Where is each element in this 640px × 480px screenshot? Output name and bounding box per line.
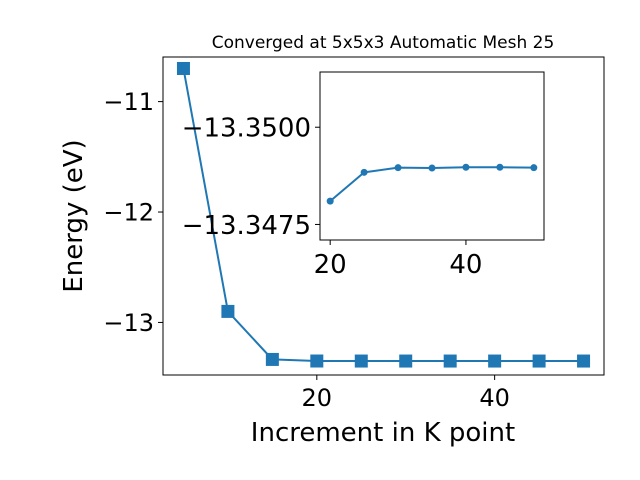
main-plot-frame [162, 56, 605, 376]
main-data-point [488, 354, 502, 368]
inset-data-point [462, 163, 470, 171]
inset-y-tick-label: −13.3475 [182, 211, 311, 241]
main-chart-title: Converged at 5x5x3 Automatic Mesh 25 [212, 33, 555, 53]
main-x-tick-label: 40 [479, 384, 510, 412]
inset-plot-frame [319, 71, 545, 241]
inset-data-point [496, 163, 504, 171]
inset-data-point [428, 164, 436, 172]
main-x-axis-label: Increment in K point [251, 418, 515, 448]
main-series-line [182, 68, 584, 363]
inset-data-point [530, 164, 538, 172]
inset-x-tick-label: 40 [449, 250, 482, 280]
main-y-tick-label: −11 [103, 88, 154, 116]
main-x-tick-label: 20 [302, 384, 333, 412]
inset-x-tick-label: 20 [314, 250, 347, 280]
main-y-tick-label: −13 [103, 309, 154, 337]
main-y-tick-label: −12 [103, 199, 154, 227]
main-y-axis-label: Energy (eV) [59, 139, 89, 292]
main-data-point [176, 61, 190, 75]
inset-plot-area [320, 72, 544, 240]
inset-data-point [394, 164, 402, 172]
main-data-point [265, 352, 279, 366]
inset-y-tick-label: −13.3500 [182, 114, 311, 144]
main-data-point [532, 354, 546, 368]
main-data-point [221, 304, 235, 318]
inset-data-point [326, 197, 334, 205]
main-data-point [399, 354, 413, 368]
main-data-point [577, 354, 591, 368]
main-data-point [310, 354, 324, 368]
main-data-point [443, 354, 457, 368]
inset-chart: 20 40 −13.3500 −13.3475 [182, 71, 545, 280]
inset-data-point [360, 168, 368, 176]
main-data-point [354, 354, 368, 368]
